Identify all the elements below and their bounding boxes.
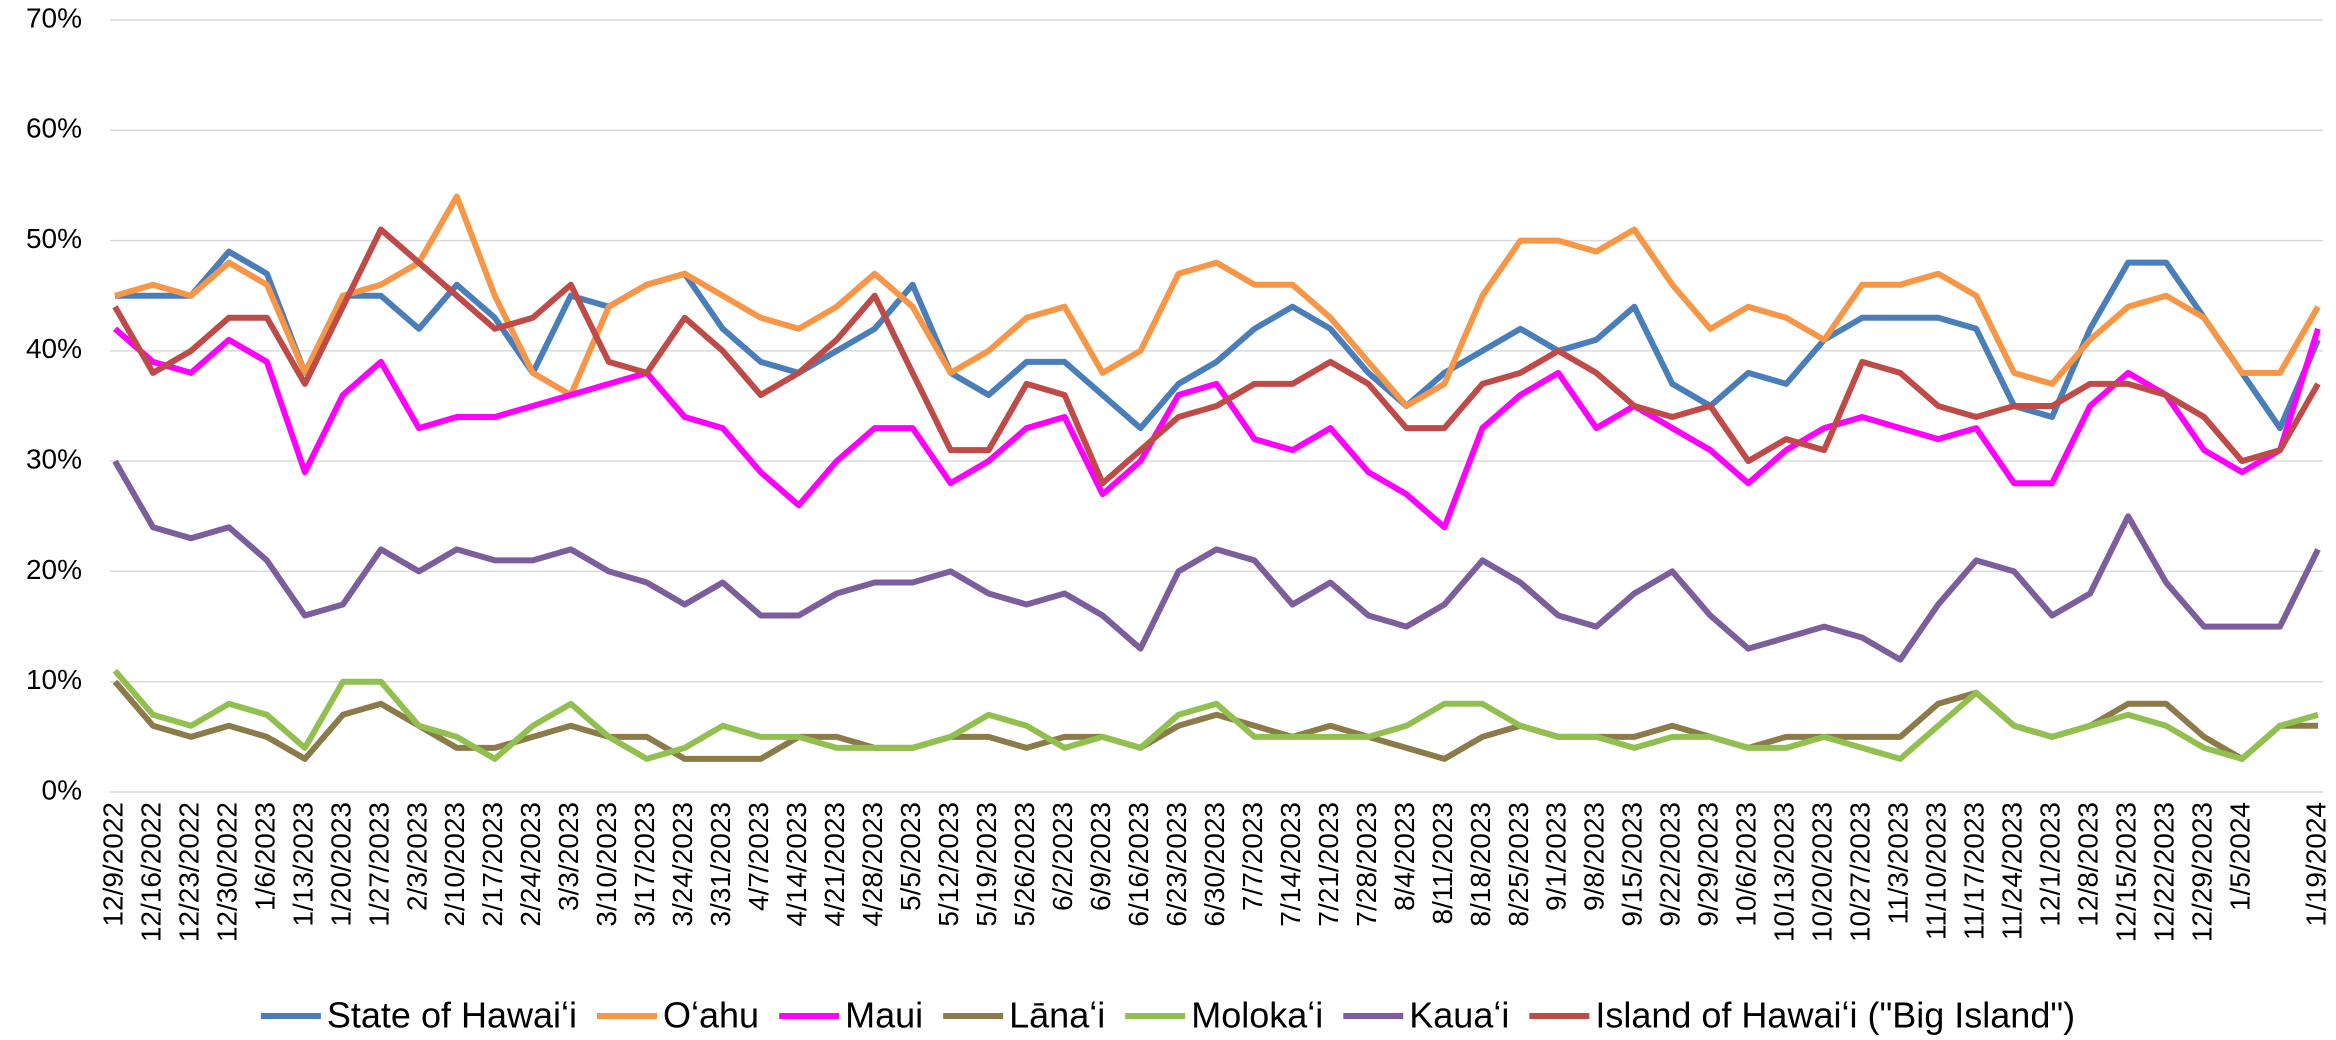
x-tick-label: 12/30/2022 <box>211 802 242 942</box>
x-tick-label: 2/10/2023 <box>439 802 470 927</box>
x-tick-label: 11/3/2023 <box>1883 802 1914 925</box>
x-tick-label: 10/20/2023 <box>1807 802 1838 942</box>
x-tick-label: 8/18/2023 <box>1465 802 1496 927</box>
x-tick-label: 10/13/2023 <box>1769 802 1800 942</box>
y-tick-label: 20% <box>26 554 82 585</box>
x-tick-label: 5/5/2023 <box>895 802 926 911</box>
x-tick-label: 9/29/2023 <box>1693 802 1724 927</box>
x-tick-label: 6/2/2023 <box>1047 802 1078 911</box>
x-tick-label: 3/3/2023 <box>553 802 584 911</box>
x-tick-label: 8/25/2023 <box>1503 802 1534 927</box>
x-tick-label: 1/13/2023 <box>287 802 318 927</box>
legend-item: Lānaʻi <box>943 995 1105 1036</box>
x-tick-label: 4/28/2023 <box>857 802 888 927</box>
x-tick-label: 8/11/2023 <box>1427 802 1458 925</box>
series-line <box>114 193 2321 409</box>
x-tick-label: 9/8/2023 <box>1579 802 1610 911</box>
x-tick-label: 6/9/2023 <box>1085 802 1116 911</box>
x-tick-label: 4/14/2023 <box>781 802 812 927</box>
x-tick-label: 12/9/2022 <box>97 802 128 927</box>
series-line <box>112 668 2319 762</box>
y-tick-label: 30% <box>26 444 82 475</box>
series-line <box>113 326 2321 531</box>
legend-label: State of Hawaiʻi <box>327 995 577 1036</box>
x-tick-label: 10/6/2023 <box>1731 802 1762 927</box>
x-tick-label: 8/4/2023 <box>1389 802 1420 911</box>
x-tick-label: 12/16/2022 <box>135 802 166 942</box>
x-tick-label: 1/5/2024 <box>2224 802 2255 911</box>
legend-item: State of Hawaiʻi <box>260 995 577 1036</box>
legend-label: Island of Hawaiʻi ("Big Island") <box>1595 995 2075 1036</box>
legend-label: Maui <box>845 995 923 1036</box>
x-tick-label: 5/12/2023 <box>933 802 964 927</box>
y-tick-label: 60% <box>26 113 82 144</box>
x-tick-label: 6/16/2023 <box>1123 802 1154 927</box>
x-tick-label: 11/10/2023 <box>1921 802 1952 940</box>
x-tick-label: 7/21/2023 <box>1313 802 1344 927</box>
series-line <box>112 459 2321 663</box>
x-tick-label: 7/14/2023 <box>1275 802 1306 927</box>
x-tick-label: 9/15/2023 <box>1617 802 1648 927</box>
x-tick-label: 2/24/2023 <box>515 802 546 927</box>
legend-item: Island of Hawaiʻi ("Big Island") <box>1529 995 2075 1036</box>
x-tick-label: 3/17/2023 <box>629 802 660 927</box>
x-tick-label: 7/7/2023 <box>1237 802 1268 911</box>
x-tick-label: 1/6/2023 <box>249 802 280 911</box>
legend-label: Oʻahu <box>663 995 759 1036</box>
x-tick-label: 12/8/2023 <box>2072 802 2103 927</box>
series-line <box>115 248 2321 432</box>
x-tick-label: 11/17/2023 <box>1959 802 1990 940</box>
x-tick-label: 6/30/2023 <box>1199 802 1230 927</box>
legend-item: Molokaʻi <box>1125 995 1323 1036</box>
x-tick-label: 12/1/2023 <box>2035 802 2066 927</box>
legend-item: Oʻahu <box>597 995 759 1036</box>
x-tick-label: 5/19/2023 <box>971 802 1002 927</box>
x-tick-label: 4/7/2023 <box>743 802 774 911</box>
x-tick-label: 6/23/2023 <box>1161 802 1192 927</box>
x-tick-label: 11/24/2023 <box>1997 802 2028 940</box>
x-tick-label: 12/15/2023 <box>2110 802 2141 942</box>
x-tick-label: 12/23/2022 <box>173 802 204 942</box>
x-tick-label: 3/10/2023 <box>591 802 622 927</box>
x-tick-label: 12/22/2023 <box>2148 802 2179 942</box>
legend-item: Maui <box>779 995 923 1036</box>
x-tick-label: 1/20/2023 <box>325 802 356 927</box>
x-tick-label: 5/26/2023 <box>1009 802 1040 927</box>
y-tick-label: 10% <box>26 664 82 695</box>
x-tick-label: 10/27/2023 <box>1845 802 1876 942</box>
legend-label: Kauaʻi <box>1409 995 1509 1036</box>
x-tick-label: 9/22/2023 <box>1655 802 1686 927</box>
legend-label: Lānaʻi <box>1009 995 1105 1036</box>
x-tick-label: 4/21/2023 <box>819 802 850 927</box>
legend-label: Molokaʻi <box>1191 995 1323 1036</box>
y-tick-label: 0% <box>42 774 82 805</box>
series-line <box>112 226 2321 487</box>
x-tick-label: 1/27/2023 <box>363 802 394 927</box>
x-tick-label: 9/1/2023 <box>1541 802 1572 911</box>
y-tick-label: 70% <box>26 2 82 33</box>
series-line <box>112 679 2318 762</box>
x-tick-label: 7/28/2023 <box>1351 802 1382 927</box>
y-tick-label: 50% <box>26 223 82 254</box>
x-tick-label: 2/17/2023 <box>477 802 508 927</box>
x-tick-label: 2/3/2023 <box>401 802 432 911</box>
x-tick-label: 3/24/2023 <box>667 802 698 927</box>
x-tick-label: 3/31/2023 <box>705 802 736 927</box>
x-tick-label: 1/19/2024 <box>2300 802 2331 927</box>
y-tick-label: 40% <box>26 333 82 364</box>
x-tick-label: 12/29/2023 <box>2186 802 2217 942</box>
legend-item: Kauaʻi <box>1343 995 1509 1036</box>
